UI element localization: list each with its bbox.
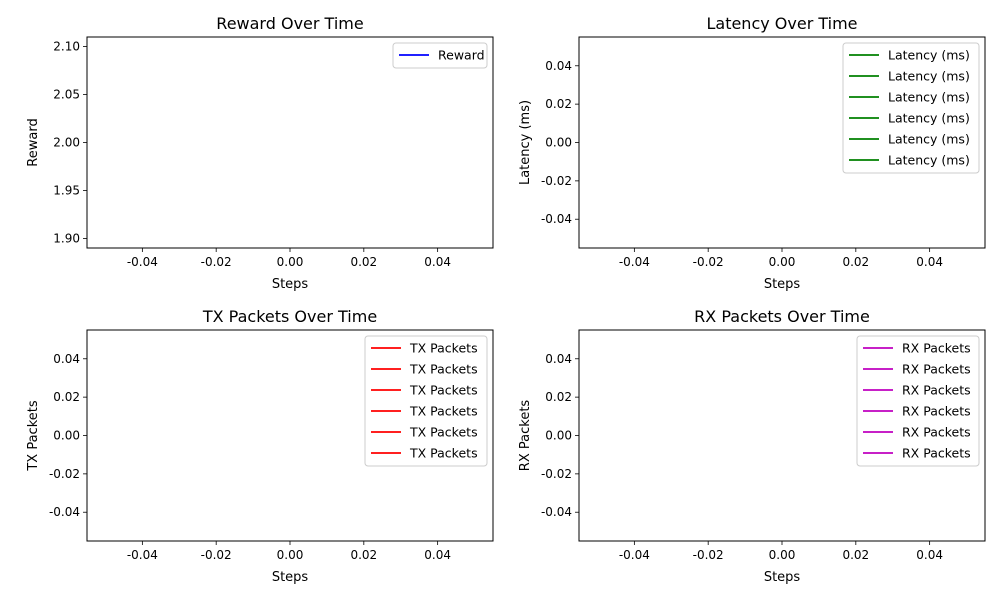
x-tick-label: 0.04 [916,548,943,562]
x-tick-label: 0.00 [769,255,796,269]
y-tick-label: 0.00 [53,429,80,443]
chart-panel-1: -0.04 -0.02 0.00 0.02 0.04 1.90 1.95 2.00 2.05 2.… [26,14,494,292]
legend-entry: TX Packets [409,446,478,461]
chart-title: TX Packets Over Time [202,307,377,326]
x-tick-label: 0.04 [424,548,451,562]
x-axis-label: Steps [272,570,309,585]
y-axis-label: RX Packets [518,400,533,472]
legend-entry: Latency (ms) [888,48,970,63]
x-tick-label: -0.02 [693,548,724,562]
x-tick-label: 0.00 [769,548,796,562]
legend-entry: TX Packets [409,425,478,440]
y-tick-label: 1.95 [53,183,80,197]
x-axis-label: Steps [764,570,801,585]
legend-entry: Latency (ms) [888,132,970,147]
y-axis-label: Reward [26,118,41,166]
legend-entry: TX Packets [409,404,478,419]
y-tick-label: 0.00 [545,136,572,150]
x-tick-label: 0.02 [350,548,377,562]
x-tick-label: -0.04 [619,548,650,562]
chart-title: Latency Over Time [706,14,857,33]
chart-title: RX Packets Over Time [694,307,870,326]
x-tick-label: -0.02 [201,548,232,562]
y-tick-label: 0.04 [53,352,80,366]
x-tick-label: -0.04 [127,255,158,269]
x-axis-label: Steps [272,277,309,292]
y-axis-label: TX Packets [26,400,41,472]
x-tick-label: 0.04 [424,255,451,269]
legend-entry: RX Packets [902,362,971,377]
y-tick-label: 0.00 [545,429,572,443]
x-tick-label: -0.02 [201,255,232,269]
legend-entry: RX Packets [902,425,971,440]
legend: Reward [392,42,488,69]
chart-panel-4: -0.04 -0.02 0.00 0.02 0.04 -0.04 -0.02 0.00 0.02… [518,307,986,585]
x-tick-label: -0.04 [619,255,650,269]
x-tick-label: 0.00 [277,255,304,269]
chart-title: Reward Over Time [216,14,363,33]
y-axis-label: Latency (ms) [518,100,533,185]
x-axis-label: Steps [764,277,801,292]
plot-area [86,36,494,249]
legend-entry: Latency (ms) [888,153,970,168]
x-tick-label: -0.02 [693,255,724,269]
legend-entry: RX Packets [902,383,971,398]
x-tick-label: 0.02 [842,255,869,269]
y-tick-label: 2.05 [53,88,80,102]
legend-entry: TX Packets [409,341,478,356]
legend-box [392,42,488,69]
x-tick-label: 0.02 [842,548,869,562]
y-tick-label: -0.02 [541,174,572,188]
y-tick-label: -0.04 [541,212,572,226]
legend-entry: Latency (ms) [888,111,970,126]
y-tick-label: 0.02 [545,97,572,111]
legend-entry: RX Packets [902,341,971,356]
legend-entry: Latency (ms) [888,90,970,105]
x-tick-label: 0.02 [350,255,377,269]
y-tick-label: 0.02 [53,390,80,404]
y-tick-label: 2.10 [53,40,80,54]
legend-entry: RX Packets [902,404,971,419]
legend-entry: Latency (ms) [888,69,970,84]
legend: TX Packets TX Packets TX Packets TX Packets… [364,335,488,467]
x-tick-label: 0.00 [277,548,304,562]
y-tick-label: 1.90 [53,231,80,245]
x-tick-label: 0.04 [916,255,943,269]
y-tick-label: -0.04 [49,505,80,519]
legend: Latency (ms) Latency (ms) Latency (ms) Late… [842,42,980,174]
legend-entry: TX Packets [409,383,478,398]
y-tick-label: -0.02 [49,467,80,481]
y-tick-label: 0.02 [545,390,572,404]
legend-entry: Reward [438,48,485,63]
y-tick-label: 2.00 [53,136,80,150]
chart-panel-3: -0.04 -0.02 0.00 0.02 0.04 -0.04 -0.02 0.00 0.02… [26,307,494,585]
y-tick-label: -0.04 [541,505,572,519]
x-tick-label: -0.04 [127,548,158,562]
chart-panel-2: -0.04 -0.02 0.00 0.02 0.04 -0.04 -0.02 0.00 0.02… [518,14,986,292]
y-tick-label: 0.04 [545,59,572,73]
legend-entry: TX Packets [409,362,478,377]
y-tick-label: -0.02 [541,467,572,481]
y-tick-label: 0.04 [545,352,572,366]
legend: RX Packets RX Packets RX Packets RX Packets… [856,335,980,467]
legend-entry: RX Packets [902,446,971,461]
